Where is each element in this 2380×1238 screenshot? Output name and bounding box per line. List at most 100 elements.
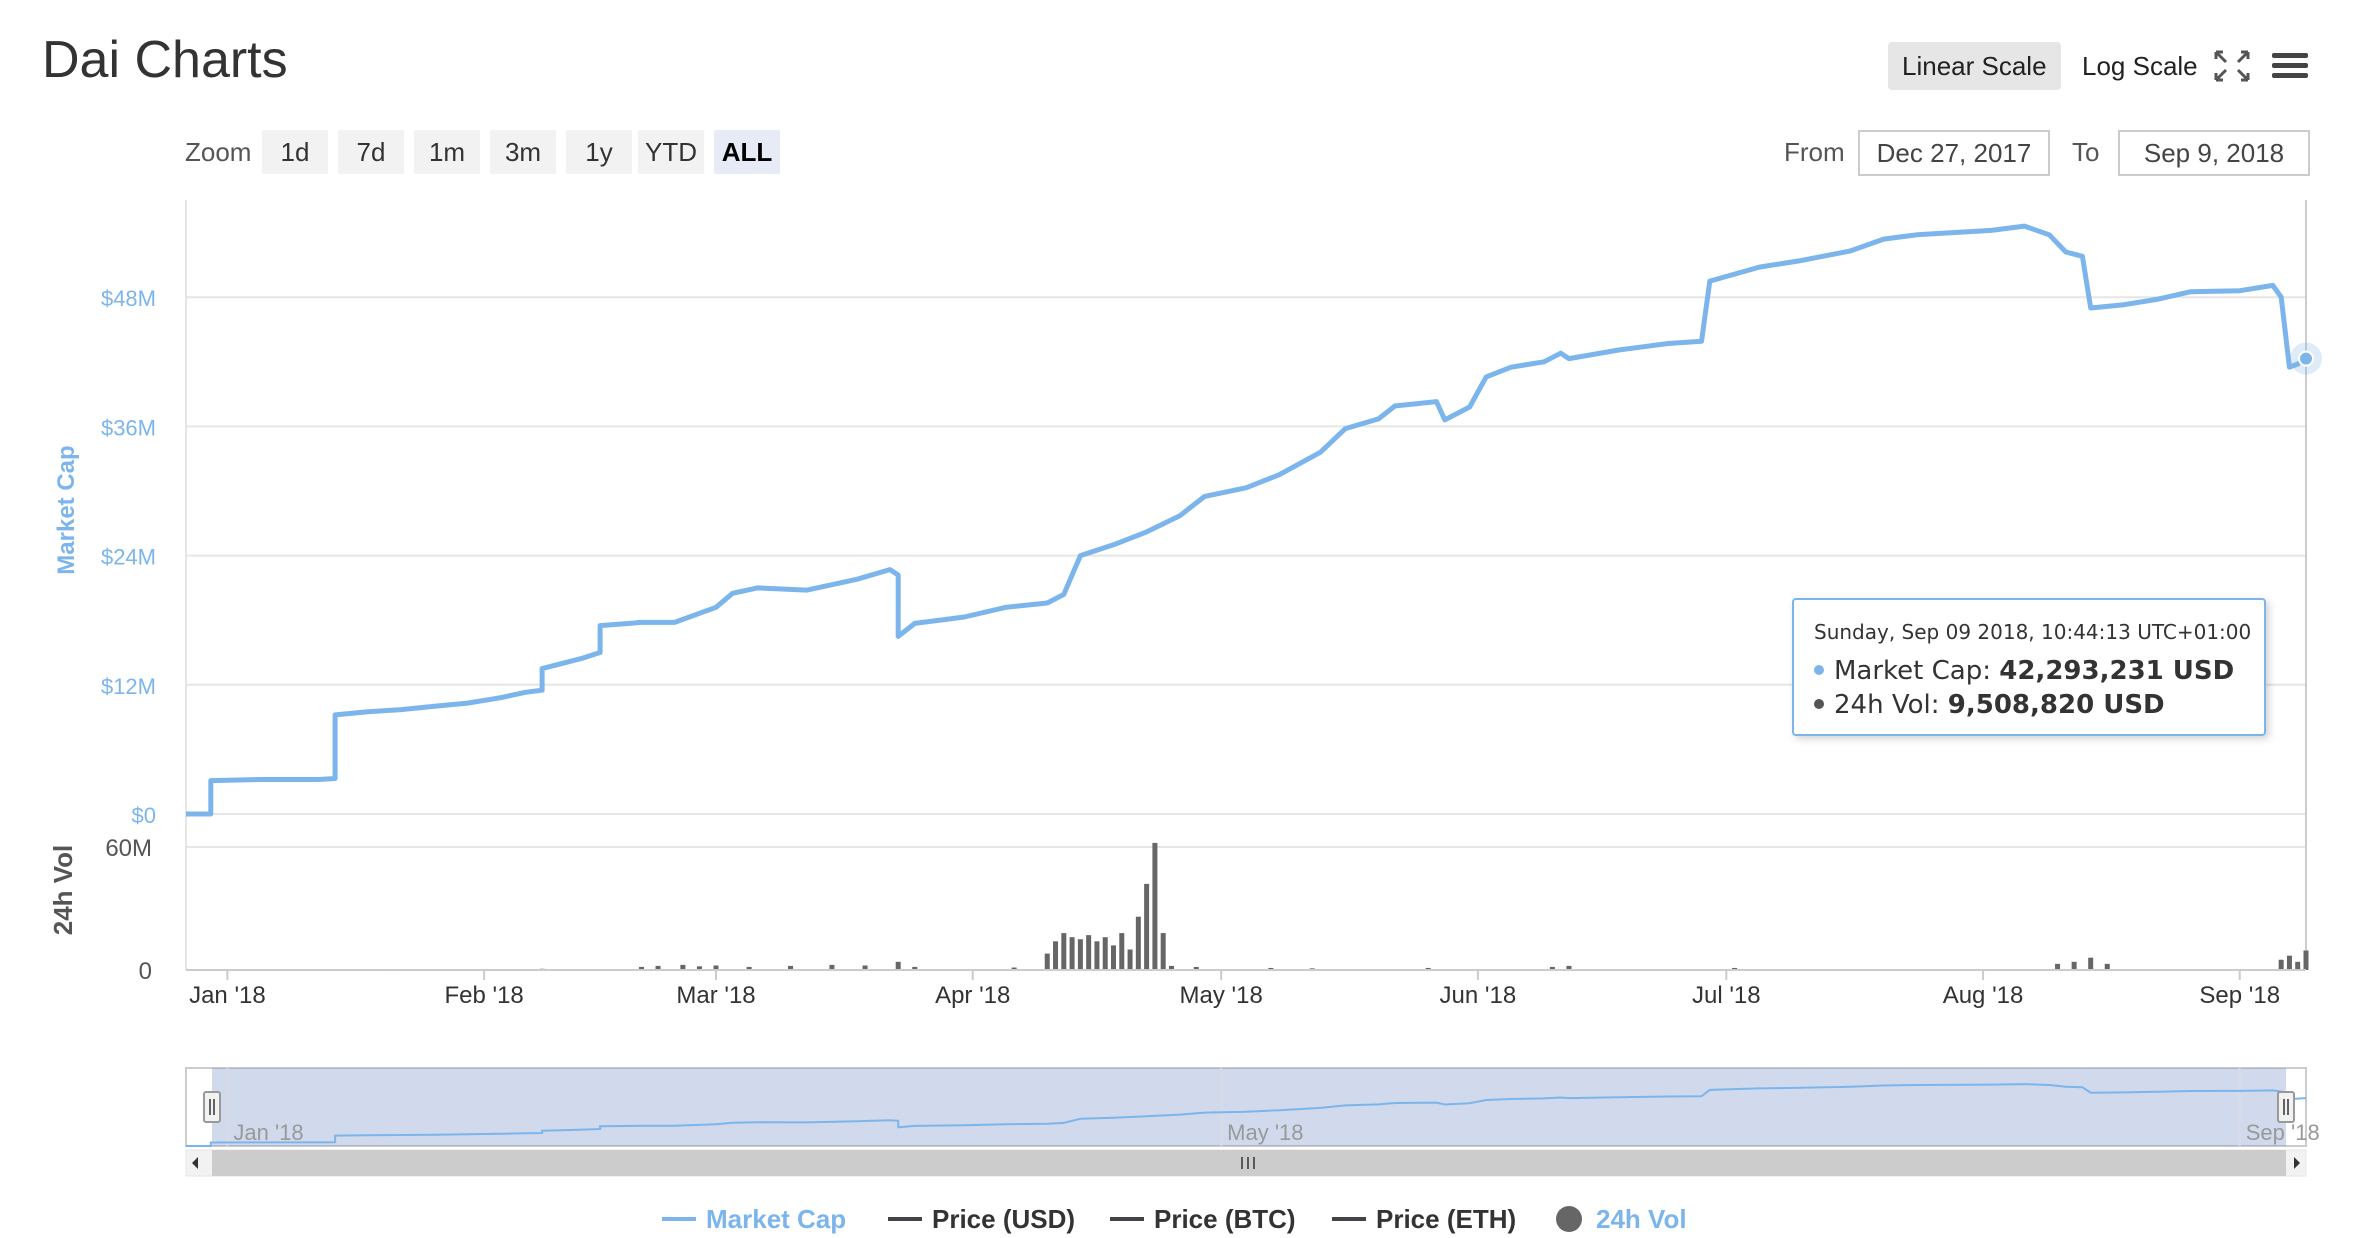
volume-bar — [1111, 945, 1116, 970]
navigator-right-handle[interactable] — [2277, 1091, 2295, 1123]
volume-bar — [1193, 966, 1199, 970]
volume-bar — [788, 965, 794, 970]
zoom-7d-button[interactable]: 7d — [338, 130, 404, 174]
scroll-right-arrow-icon[interactable] — [2294, 1157, 2300, 1169]
zoom-label: Zoom — [185, 137, 252, 167]
zoom-1m-button[interactable]: 1m — [414, 130, 480, 174]
x-tick-label: Aug '18 — [1943, 982, 2024, 1009]
volume-bar — [1732, 967, 1738, 970]
tooltip-market-cap-label: Market Cap: — [1834, 656, 1991, 686]
legend-market-cap[interactable]: Market Cap — [662, 1204, 846, 1235]
fullscreen-icon[interactable] — [2210, 46, 2254, 86]
volume-bar — [638, 966, 644, 970]
tooltip-vol-label: 24h Vol: — [1834, 690, 1940, 720]
navigator-tick-label: May '18 — [1227, 1120, 1303, 1145]
legend-price-eth[interactable]: Price (ETH) — [1332, 1204, 1516, 1235]
tooltip-market-cap-value: 42,293,231 USD — [1999, 656, 2235, 686]
volume-bar — [1102, 937, 1108, 970]
volume-bar — [912, 966, 918, 970]
market-cap-series — [186, 223, 2322, 817]
legend-price-btc[interactable]: Price (BTC) — [1110, 1204, 1296, 1235]
range-to-input[interactable]: Sep 9, 2018 — [2118, 130, 2310, 176]
volume-bar — [2071, 961, 2077, 970]
range-from-label: From — [1784, 137, 1845, 167]
volume-bar — [2088, 957, 2094, 970]
volume-bar — [895, 961, 901, 970]
legend-line-icon — [1110, 1217, 1144, 1222]
navigator-tick-label: Sep '18 — [2246, 1120, 2320, 1145]
x-tick-label: May '18 — [1180, 982, 1263, 1009]
range-to-label: To — [2072, 137, 2100, 167]
range-from-input[interactable]: Dec 27, 2017 — [1858, 130, 2050, 176]
navigator-selected-range[interactable] — [212, 1068, 2286, 1146]
market-cap-y-tick-label: $36M — [101, 415, 156, 440]
volume-bar — [1061, 933, 1067, 970]
legend-line-icon — [1332, 1217, 1366, 1222]
x-tick-label: Feb '18 — [444, 982, 523, 1009]
legend-24h-vol[interactable]: 24h Vol — [1556, 1204, 1687, 1235]
volume-bar — [1094, 941, 1100, 970]
volume-dot-icon — [1814, 698, 1824, 709]
page-title: Dai Charts — [42, 31, 288, 89]
legend-line-icon — [662, 1217, 696, 1222]
volume-bar — [862, 965, 868, 970]
x-tick-label: Jul '18 — [1692, 982, 1761, 1009]
tooltip-date: Sunday, Sep 09 2018, 10:44:13 UTC+01:00 — [1814, 620, 2252, 644]
volume-bar — [1044, 953, 1050, 970]
market-cap-y-tick-label: $12M — [101, 674, 156, 699]
x-tick-label: Mar '18 — [676, 982, 755, 1009]
volume-bar — [1086, 935, 1092, 970]
legend-price-usd[interactable]: Price (USD) — [888, 1204, 1075, 1235]
volume-bar — [1135, 916, 1141, 970]
axes: $0 $12M $24M $36M $48M 0 60M Jan '18 Feb '18 Mar … — [101, 286, 2306, 1009]
volume-bar — [2303, 950, 2309, 970]
volume-series — [390, 842, 2309, 970]
volume-bar — [2295, 961, 2301, 970]
linear-scale-button[interactable]: Linear Scale — [1888, 42, 2061, 90]
volume-bar — [1566, 965, 1572, 970]
y-axis-title-market-cap: Market Cap — [53, 445, 80, 574]
volume-bar — [2055, 963, 2061, 970]
scrollbar-thumb[interactable] — [212, 1150, 2286, 1176]
legend-dot-icon — [1556, 1206, 1582, 1233]
grid — [185, 200, 2307, 971]
menu-icon[interactable] — [2268, 46, 2312, 86]
volume-bar — [1119, 933, 1125, 970]
volume-bar — [2286, 955, 2292, 970]
volume-bar — [1168, 965, 1174, 970]
y-axis-title-volume: 24h Vol — [48, 845, 78, 936]
x-tick-label: Sep '18 — [2199, 982, 2280, 1009]
volume-y-tick-label: 60M — [105, 835, 152, 862]
navigator-tick-label: Jan '18 — [233, 1120, 303, 1145]
tooltip-vol-value: 9,508,820 USD — [1947, 690, 2165, 720]
volume-bar — [746, 966, 752, 970]
volume-bar — [1011, 967, 1017, 970]
log-scale-button[interactable]: Log Scale — [2082, 51, 2198, 81]
market-cap-dot-icon — [1814, 664, 1824, 675]
x-tick-label: Jun '18 — [1440, 982, 1517, 1009]
market-cap-y-tick-label: $0 — [132, 803, 156, 828]
tooltip-volume-row: 24h Vol: 9,508,820 USD — [1814, 690, 2165, 720]
volume-bar — [1152, 842, 1158, 970]
navigator[interactable]: Jan '18 May '18 Sep '18 — [185, 1067, 2320, 1177]
market-cap-line — [186, 223, 2308, 817]
zoom-ytd-button[interactable]: YTD — [638, 130, 704, 174]
navigator-series-line — [186, 1083, 2307, 1147]
volume-bar — [713, 965, 719, 970]
market-cap-y-tick-label: $48M — [101, 286, 156, 311]
volume-bar — [1549, 966, 1555, 970]
zoom-3m-button[interactable]: 3m — [490, 130, 556, 174]
hover-point — [2298, 350, 2314, 367]
volume-bar — [1127, 949, 1133, 970]
zoom-all-button[interactable]: ALL — [714, 130, 780, 174]
zoom-1y-button[interactable]: 1y — [566, 130, 632, 174]
x-tick-label: Apr '18 — [935, 982, 1010, 1009]
navigator-left-handle[interactable] — [203, 1091, 221, 1123]
scroll-left-arrow-icon[interactable] — [192, 1157, 198, 1169]
volume-bar — [680, 964, 686, 970]
zoom-1d-button[interactable]: 1d — [262, 130, 328, 174]
volume-bar — [696, 966, 702, 970]
market-cap-y-tick-label: $24M — [101, 545, 156, 570]
